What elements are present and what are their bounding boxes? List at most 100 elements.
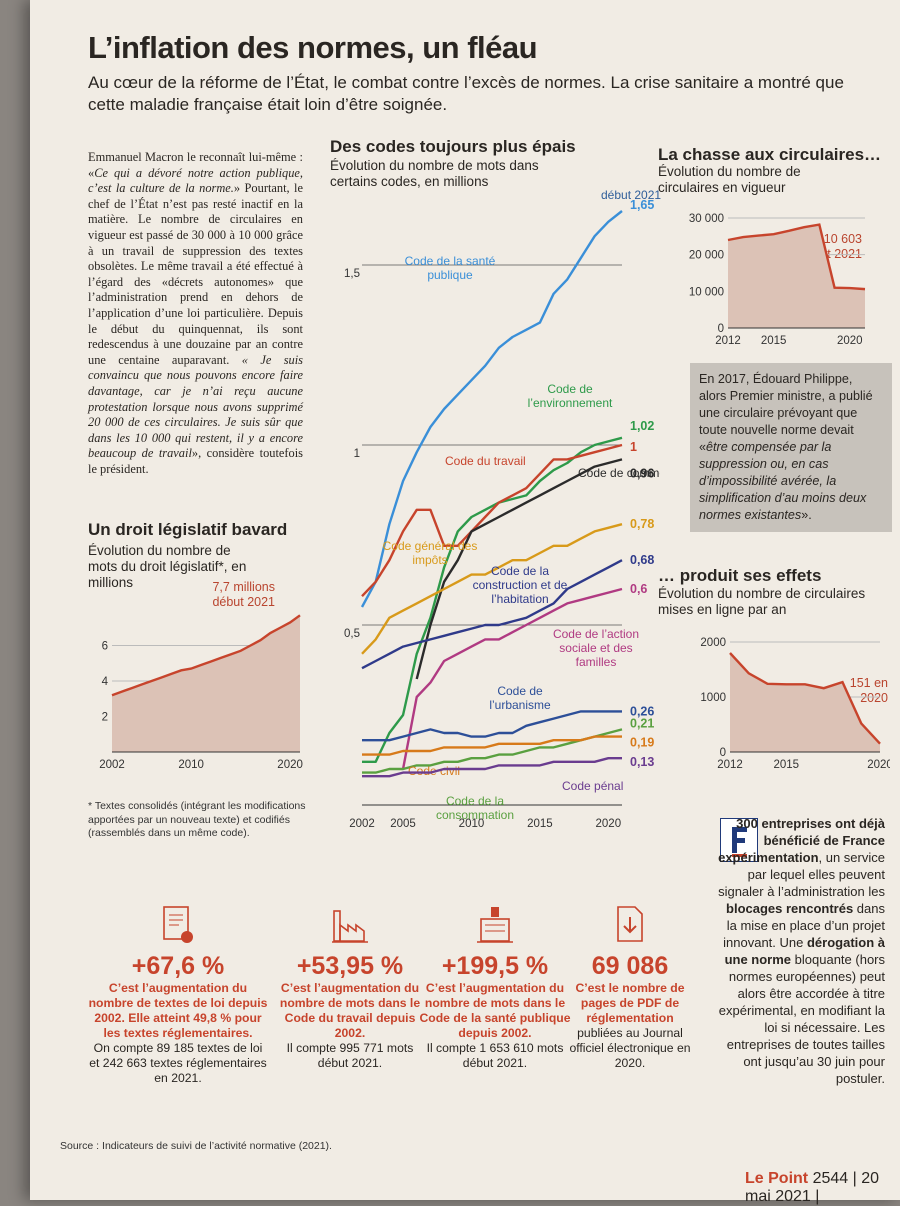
- series-line: [362, 757, 622, 778]
- series-label-line: Code du travail: [445, 454, 526, 468]
- y-tick-label: 0: [718, 323, 724, 335]
- x-tick-label: 2012: [715, 335, 741, 347]
- chart4-annotation: 151 en 2020: [849, 676, 888, 705]
- data-line: [727, 223, 866, 291]
- y-tick-label: 0: [720, 747, 726, 759]
- series-end-value: 0,96: [630, 466, 654, 480]
- stat-pdf-pages: 69 086 C’est le nombre de pages de PDF d…: [560, 905, 700, 1071]
- y-tick-label: 1: [354, 448, 360, 460]
- standfirst: Au cœur de la réforme de l’État, le comb…: [88, 73, 844, 114]
- y-tick-label: 0,5: [344, 628, 360, 640]
- chart2-title: Des codes toujours plus épais: [330, 137, 576, 156]
- article-body: Emmanuel Macron le reconnaît lui-même : …: [88, 150, 303, 477]
- stat-detail: Il compte 1 653 610 mots début 2021.: [426, 1041, 564, 1070]
- chart2-subtitle: Évolution du nombre de mots dans certain…: [330, 158, 539, 189]
- series-label: Code général des impôts: [383, 539, 478, 567]
- hospital-icon: [477, 907, 513, 943]
- data-line: [111, 614, 301, 697]
- chart2-codes: 0,5 1 1,5 2002 2005 2010 2015 2020 1,65 Code de l…: [344, 198, 660, 830]
- x-tick-label: 2015: [773, 759, 799, 771]
- series-label-line: Code de: [497, 684, 543, 698]
- series-label-line: Code de: [547, 382, 593, 396]
- callout-quote: être compensée par la suppression ou, en…: [699, 440, 867, 522]
- y-tick-label: 2: [102, 712, 108, 724]
- article-text: » Pourtant, le chef de l’État n’est pas …: [88, 181, 303, 367]
- series-label-line: publique: [427, 268, 473, 282]
- series-end-value: 1: [630, 440, 637, 454]
- stat-textes: +67,6 % C’est l’augmentation du nombre d…: [88, 905, 268, 1086]
- stat-detail: publiées au Journal officiel électroniqu…: [569, 1026, 691, 1070]
- x-tick-label: 2002: [99, 759, 125, 771]
- series-label: Code de l’environnement: [528, 382, 613, 410]
- stat-code-sante: +199,5 % C’est l’augmentation du nombre …: [415, 905, 575, 1071]
- series-label-line: Code de l’action: [553, 627, 639, 641]
- chart2-annotation: début 2021: [601, 188, 662, 202]
- x-tick-label: 2020: [277, 759, 303, 771]
- x-tick-label: 2015: [527, 818, 553, 830]
- stat-description: C’est l’augmentation du nombre de mots d…: [419, 981, 571, 1040]
- callout-text: ».: [801, 508, 812, 522]
- x-tick-label: 2005: [390, 818, 416, 830]
- masthead: Le Point 2544 | 20 mai 2021 |: [745, 1170, 900, 1206]
- fe-bold: dérogation à une norme: [724, 935, 885, 967]
- footnote: * Textes consolidés (intégrant les modif…: [88, 800, 306, 839]
- document-seal-icon: [163, 906, 193, 943]
- chart3-circulaires: 0 10 000 20 000 30 000 2012 2015 2020: [689, 213, 866, 347]
- series-end-value: 1,65: [630, 198, 654, 212]
- stat-description: C’est l’augmentation du nombre de textes…: [88, 981, 268, 1040]
- article-quote: « Je suis convaincu que nous pouvons enc…: [88, 352, 303, 461]
- series-label-line: Code général des: [383, 539, 478, 553]
- series-label: Code de l’action sociale et des familles: [553, 627, 639, 669]
- fe-text: , un service par lequel elles peuvent si…: [718, 850, 885, 899]
- series-end-value: 0,26: [630, 704, 654, 718]
- stat-detail: On compte 89 185 textes de loi et 242 66…: [89, 1041, 267, 1085]
- stat-description: C’est le nombre de pages de PDF de régle…: [575, 981, 685, 1025]
- series-label-line: sociale et des: [559, 641, 632, 655]
- series-label: Code de l’urbanisme: [489, 684, 551, 712]
- y-tick-label: 2000: [700, 637, 726, 649]
- series-label-line: Code de la: [446, 794, 504, 808]
- stat-description: C’est l’augmentation du nombre de mots d…: [279, 981, 421, 1040]
- series-label: Code de la consommation: [436, 794, 514, 822]
- y-tick-label: 6: [102, 641, 108, 653]
- factory-icon: [332, 910, 368, 943]
- series-line: [362, 436, 623, 763]
- stat-value: +67,6 %: [131, 952, 225, 980]
- stat-value: 69 086: [591, 952, 669, 980]
- article-text: Emmanuel Macron le reconnaît lui-même : …: [88, 150, 303, 180]
- series-end-value: 1,02: [630, 419, 654, 433]
- series-label-line: l’environnement: [528, 396, 613, 410]
- series-line: [415, 458, 623, 680]
- series-label-line: l’habitation: [491, 592, 548, 606]
- series-label-line: l’urbanisme: [489, 698, 551, 712]
- y-tick-label: 10 000: [689, 286, 724, 298]
- series-end-value: 0,6: [630, 582, 647, 596]
- series-label-line: consommation: [436, 808, 514, 822]
- callout-text: En 2017, Édouard Philippe, alors Premier…: [699, 372, 873, 454]
- series-label: Code du travail: [445, 454, 526, 468]
- stat-code-travail: +53,95 % C’est l’augmentation du nombre …: [270, 905, 430, 1071]
- chart1-annotation: 7,7 millions début 2021: [212, 580, 275, 609]
- series-line: [361, 443, 623, 598]
- series-end-value: 0,21: [630, 716, 654, 730]
- magazine-page: L’inflation des normes, un fléau Au cœur…: [30, 0, 900, 1205]
- series-end-value: 0,78: [630, 517, 654, 531]
- callout-box: En 2017, Édouard Philippe, alors Premier…: [690, 363, 892, 532]
- pdf-download-icon: [617, 906, 643, 942]
- y-tick-label: 1,5: [344, 268, 360, 280]
- series-line: [360, 210, 623, 608]
- x-tick-label: 2015: [761, 335, 787, 347]
- stat-detail: Il compte 995 771 mots début 2021.: [286, 1041, 414, 1070]
- data-line: [729, 652, 881, 745]
- series-line: [362, 735, 622, 756]
- y-tick-label: 4: [102, 676, 109, 688]
- y-tick-label: 30 000: [689, 213, 724, 225]
- article-quote: Ce qui a dévoré notre action publique, c…: [88, 165, 303, 196]
- series-line: [361, 559, 623, 670]
- series-end-value: 0,68: [630, 553, 654, 567]
- masthead-brand: Le Point: [745, 1170, 809, 1187]
- series-label: Code de commerce: [578, 466, 660, 480]
- france-experimentation-logo-icon: [720, 818, 758, 862]
- y-tick-label: 20 000: [689, 250, 724, 262]
- stat-value: +199,5 %: [441, 952, 549, 980]
